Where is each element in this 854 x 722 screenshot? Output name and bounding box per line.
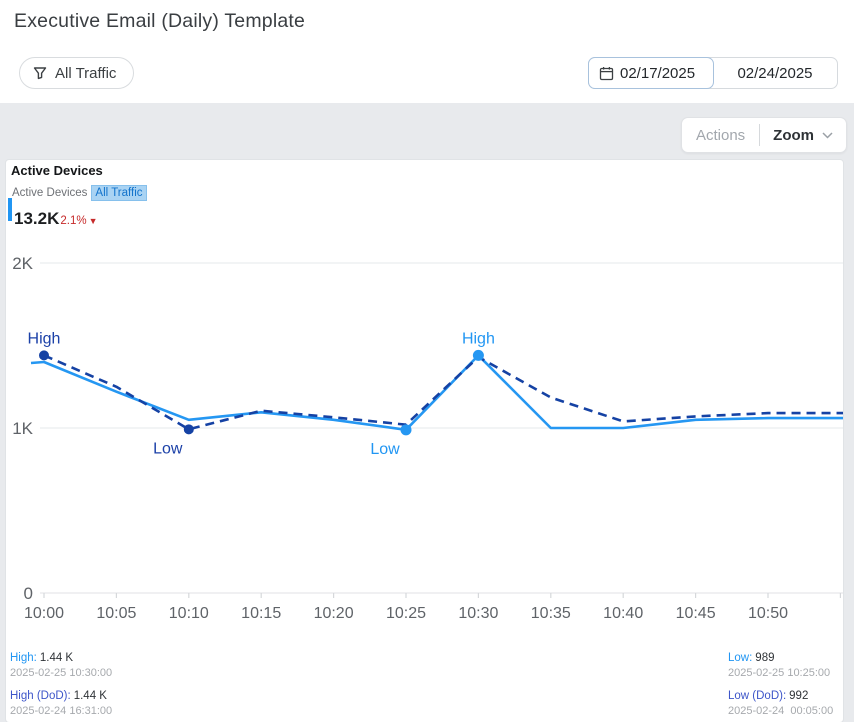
data-point-low[interactable] [183,424,194,435]
stat-high-dod-label: High (DoD): [10,690,71,702]
stat-low-dod: Low (DoD): 992 [728,690,833,702]
chart-card [6,160,843,722]
data-point-high[interactable] [472,349,484,361]
date-start-value: 02/17/2025 [620,64,696,82]
date-end-input[interactable]: 02/24/2025 [713,58,837,88]
annotation-high: High [28,330,61,347]
stat-low-dod-timestamp: 2025-02-24 00:05:00 [728,705,834,717]
stats-high-block: High: 1.44 K 2025-02-25 10:30:00 High (Do… [10,652,112,722]
stats-low-block: Low: 989 2025-02-25 10:25:00 Low (DoD): 99… [728,652,833,722]
stat-low-label: Low: [728,652,753,664]
chevron-down-icon [822,131,833,139]
panel-controls: Actions Zoom [680,117,847,153]
stat-low-value: 989 [755,652,775,664]
stat-high-dod-value: 1.44 K [73,690,107,702]
stat-low: Low: 989 [728,652,833,664]
x-axis-label-10:25: 10:25 [386,605,426,622]
stat-low-dod-label: Low (DoD): [728,690,787,702]
annotation-low: Low [370,441,400,458]
x-axis-label-10:15: 10:15 [241,605,281,622]
legend-series-name: Active Devices [12,187,88,199]
date-start-input[interactable]: 02/17/2025 [588,57,714,89]
stat-high-dod-timestamp: 2025-02-24 16:31:00 [10,705,113,717]
actions-button[interactable]: Actions [682,118,759,152]
stat-low-timestamp: 2025-02-25 10:25:00 [728,667,831,679]
kpi-value: 13.2K [14,209,60,228]
data-point-low[interactable] [400,424,412,436]
stat-low-dod-value: 992 [789,690,809,702]
calendar-icon [599,66,614,80]
x-axis-label-10:30: 10:30 [458,605,498,622]
traffic-filter-label: All Traffic [55,64,117,82]
kpi-row: 13.2K 2.1% ▼ [14,209,98,229]
kpi-change-percent: 2.1% [60,215,87,227]
x-axis-label-10:20: 10:20 [314,605,354,622]
series-line-current [30,354,843,432]
data-point-high[interactable] [39,350,49,361]
page-title: Executive Email (Daily) Template [14,10,306,32]
legend-segment-chip[interactable]: All Traffic [91,185,147,201]
zoom-dropdown[interactable]: Zoom [760,118,846,152]
y-axis-label-2K: 2K [12,254,33,273]
x-axis-label-10:45: 10:45 [676,605,716,622]
y-axis-label-0: 0 [24,584,33,603]
x-axis-label-10:35: 10:35 [531,605,571,622]
annotation-high: High [462,330,495,347]
x-axis-label-10:00: 10:00 [24,605,64,622]
controls-divider [759,124,761,146]
stat-high: High: 1.44 K [10,652,112,664]
stat-high-label: High: [10,652,37,664]
annotation-low: Low [153,440,183,457]
filter-funnel-icon [33,67,47,80]
stat-high-value: 1.44 K [39,652,74,664]
x-axis-label-10:05: 10:05 [96,605,136,622]
date-range-picker: 02/17/2025 02/24/2025 [588,57,838,89]
report-canvas: Actions Zoom [0,103,854,722]
y-axis-label-1K: 1K [12,419,33,438]
x-axis-label-10:50: 10:50 [748,605,788,622]
kpi-down-arrow-icon: ▼ [88,216,98,226]
widget-title: Active Devices [11,163,103,178]
x-axis-label-10:40: 10:40 [603,605,643,622]
traffic-filter-button[interactable]: All Traffic [19,57,135,89]
stat-high-dod: High (DoD): 1.44 K [10,690,112,702]
kpi-series-color-bar [8,198,12,221]
date-end-value: 02/24/2025 [737,64,813,82]
legend-row: Active Devices All Traffic [12,185,147,201]
x-axis-label-10:10: 10:10 [169,605,209,622]
stat-high-timestamp: 2025-02-25 10:30:00 [10,667,113,679]
zoom-dropdown-label: Zoom [773,126,814,144]
